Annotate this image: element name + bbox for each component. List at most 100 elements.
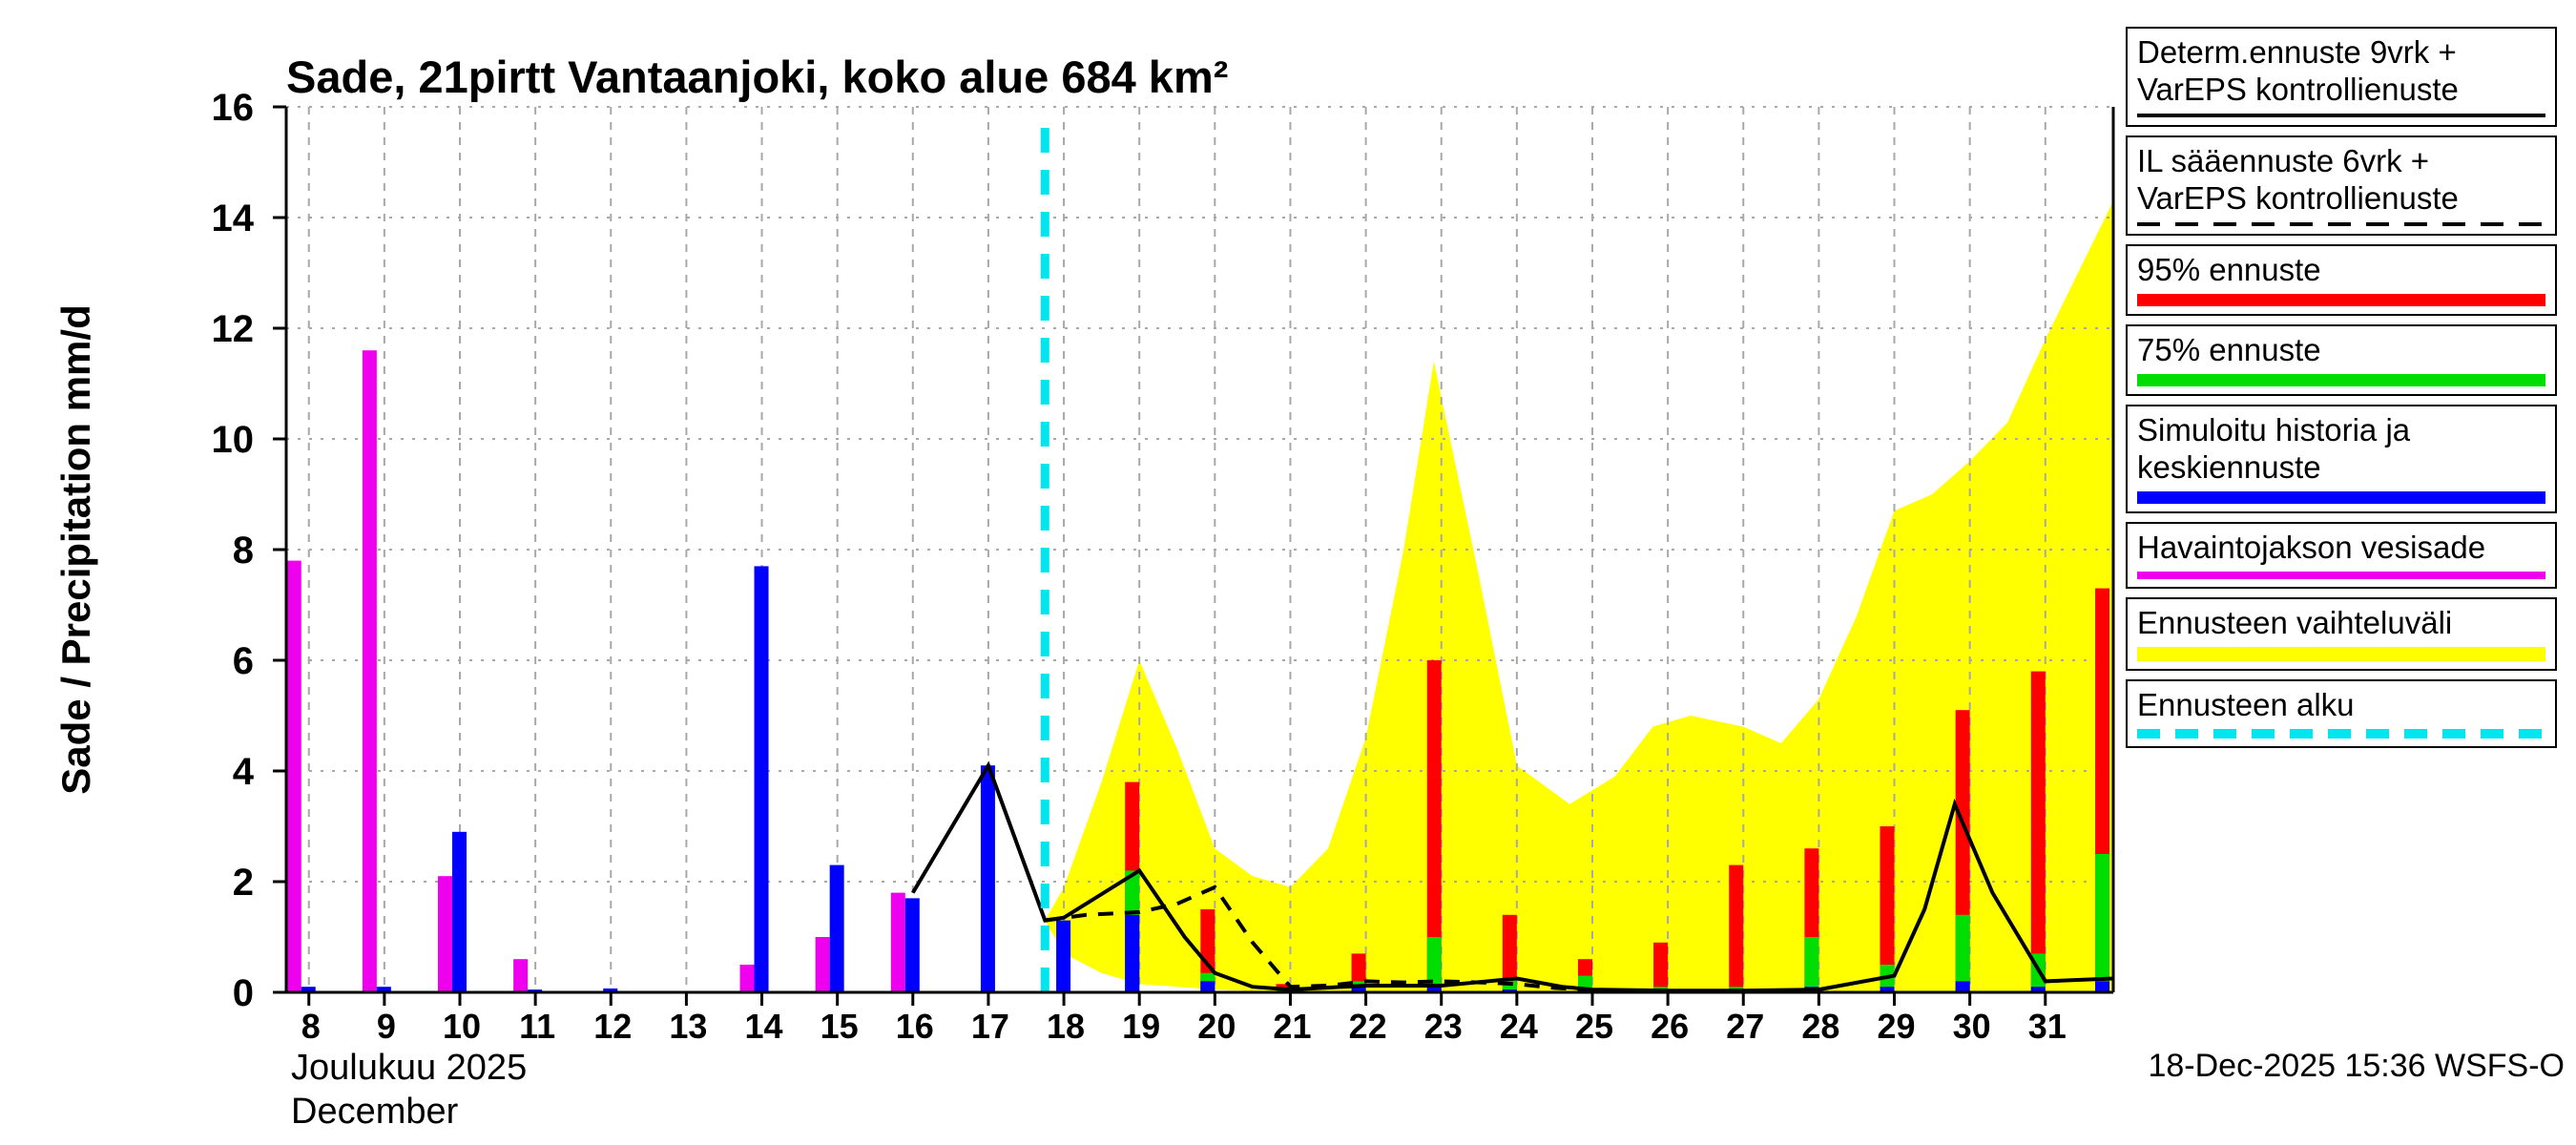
observed-precip-bar bbox=[815, 937, 830, 992]
p95-forecast-bar bbox=[1729, 864, 1744, 992]
median-forecast-bar bbox=[1880, 987, 1895, 992]
simulated-history-bar bbox=[829, 864, 844, 992]
legend-sample-determ-forecast bbox=[2137, 114, 2545, 117]
simulated-history-bar bbox=[980, 765, 995, 992]
observed-precip-bar bbox=[739, 965, 755, 992]
legend-label: VarEPS kontrollienuste bbox=[2137, 72, 2459, 107]
x-tick-label: 12 bbox=[593, 1007, 632, 1046]
x-tick-label: 19 bbox=[1122, 1007, 1160, 1046]
legend-label: Havaintojakson vesisade bbox=[2137, 530, 2486, 565]
x-tick-label: 10 bbox=[443, 1007, 481, 1046]
y-tick-label: 2 bbox=[233, 862, 254, 904]
legend-item-simulated-history: Simuloitu historia ja keskiennuste bbox=[2126, 405, 2557, 513]
p95-forecast-bar bbox=[1426, 660, 1442, 992]
median-forecast-bar bbox=[1125, 914, 1140, 992]
legend-item-forecast-range: Ennusteen vaihteluväli bbox=[2126, 597, 2557, 671]
legend-label: Simuloitu historia ja bbox=[2137, 412, 2411, 448]
x-tick-label: 8 bbox=[301, 1007, 321, 1046]
legend-item-p95-forecast: 95% ennuste bbox=[2126, 244, 2557, 316]
legend-sample-forecast-range bbox=[2137, 647, 2545, 661]
x-tick-label: 13 bbox=[669, 1007, 707, 1046]
legend-sample-il-forecast bbox=[2137, 222, 2545, 226]
x-tick-label: 25 bbox=[1575, 1007, 1613, 1046]
x-tick-label: 20 bbox=[1197, 1007, 1236, 1046]
il-forecast-line bbox=[1045, 885, 1586, 992]
x-axis-caption-month: Joulukuu 2025 bbox=[291, 1048, 528, 1088]
legend-label: Ennusteen vaihteluväli bbox=[2137, 605, 2453, 640]
legend-label: IL sääennuste 6vrk + bbox=[2137, 143, 2430, 178]
simulated-history-bar bbox=[452, 831, 467, 992]
timestamp: 18-Dec-2025 15:36 WSFS-O bbox=[2148, 1048, 2565, 1084]
forecast-range-area bbox=[1045, 200, 2113, 993]
determ-forecast-line bbox=[911, 760, 2114, 993]
p95-forecast-bar bbox=[2030, 671, 2046, 992]
y-tick-label: 6 bbox=[233, 640, 254, 682]
y-tick-label: 4 bbox=[233, 751, 255, 793]
observed-precip-bar bbox=[286, 560, 301, 992]
legend-item-observed-precipitation: Havaintojakson vesisade bbox=[2126, 522, 2557, 589]
x-tick-label: 29 bbox=[1877, 1007, 1915, 1046]
p75-forecast-bar bbox=[2095, 854, 2110, 992]
legend-item-p75-forecast: 75% ennuste bbox=[2126, 324, 2557, 396]
legend-sample-forecast-start bbox=[2137, 729, 2545, 739]
p95-forecast-bar bbox=[1502, 914, 1517, 992]
simulated-history-bar bbox=[301, 987, 316, 992]
x-tick-label: 14 bbox=[745, 1007, 783, 1046]
median-forecast-bar bbox=[1426, 984, 1442, 992]
median-forecast-bar bbox=[2095, 981, 2110, 992]
x-tick-label: 9 bbox=[377, 1007, 396, 1046]
p75-forecast-bar bbox=[1955, 914, 1970, 992]
legend: Determ.ennuste 9vrk + VarEPS kontrollienu… bbox=[2126, 27, 2557, 748]
p95-forecast-bar bbox=[1653, 942, 1669, 992]
simulated-history-bar bbox=[1056, 920, 1071, 992]
x-tick-label: 16 bbox=[896, 1007, 934, 1046]
median-forecast-bar bbox=[2030, 987, 2046, 992]
x-tick-label: 26 bbox=[1651, 1007, 1689, 1046]
observed-precip-bar bbox=[362, 350, 377, 992]
simulated-history-bar bbox=[376, 987, 391, 992]
x-tick-label: 18 bbox=[1047, 1007, 1085, 1046]
legend-label: Ennusteen alku bbox=[2137, 687, 2355, 722]
simulated-history-bar bbox=[904, 898, 920, 992]
median-forecast-bar bbox=[1955, 981, 1970, 992]
x-tick-label: 23 bbox=[1424, 1007, 1463, 1046]
simulated-history-bar bbox=[603, 988, 618, 992]
p75-forecast-bar bbox=[1426, 937, 1442, 992]
x-tick-label: 17 bbox=[971, 1007, 1009, 1046]
x-tick-label: 11 bbox=[519, 1007, 555, 1046]
median-forecast-bar bbox=[1351, 987, 1366, 992]
p95-forecast-bar bbox=[1880, 826, 1895, 992]
x-tick-label: 28 bbox=[1801, 1007, 1839, 1046]
legend-label: keskiennuste bbox=[2137, 449, 2321, 485]
legend-sample-p95-forecast bbox=[2137, 294, 2545, 306]
chart-title: Sade, 21pirtt Vantaanjoki, koko alue 684… bbox=[286, 52, 1229, 103]
y-tick-label: 8 bbox=[233, 530, 254, 572]
x-tick-label: 22 bbox=[1349, 1007, 1387, 1046]
legend-item-forecast-start: Ennusteen alku bbox=[2126, 679, 2557, 748]
legend-sample-p75-forecast bbox=[2137, 374, 2545, 386]
y-tick-label: 0 bbox=[233, 972, 254, 1014]
p75-forecast-bar bbox=[1804, 937, 1819, 992]
legend-item-determ-forecast: Determ.ennuste 9vrk + VarEPS kontrollienu… bbox=[2126, 27, 2557, 127]
legend-sample-simulated-history bbox=[2137, 491, 2545, 504]
x-axis-caption: Joulukuu 2025 December bbox=[291, 1046, 527, 1134]
median-forecast-bar bbox=[1200, 981, 1215, 992]
x-tick-label: 21 bbox=[1273, 1007, 1311, 1046]
legend-label: VarEPS kontrollienuste bbox=[2137, 180, 2459, 216]
y-tick-label: 12 bbox=[212, 308, 255, 350]
legend-label: 75% ennuste bbox=[2137, 332, 2321, 367]
observed-precip-bar bbox=[890, 892, 905, 992]
x-axis-caption-month-en: December bbox=[291, 1092, 459, 1132]
observed-precip-bar bbox=[438, 876, 453, 992]
x-tick-label: 24 bbox=[1500, 1007, 1538, 1046]
legend-sample-observed-precipitation bbox=[2137, 572, 2545, 579]
simulated-history-bar bbox=[754, 566, 769, 992]
legend-label: Determ.ennuste 9vrk + bbox=[2137, 34, 2457, 70]
legend-label: 95% ennuste bbox=[2137, 252, 2321, 287]
y-tick-label: 16 bbox=[212, 87, 255, 129]
x-tick-label: 15 bbox=[821, 1007, 859, 1046]
legend-item-il-forecast: IL sääennuste 6vrk + VarEPS kontrollienus… bbox=[2126, 135, 2557, 236]
y-tick-label: 10 bbox=[212, 419, 255, 461]
y-tick-label: 14 bbox=[212, 198, 255, 239]
